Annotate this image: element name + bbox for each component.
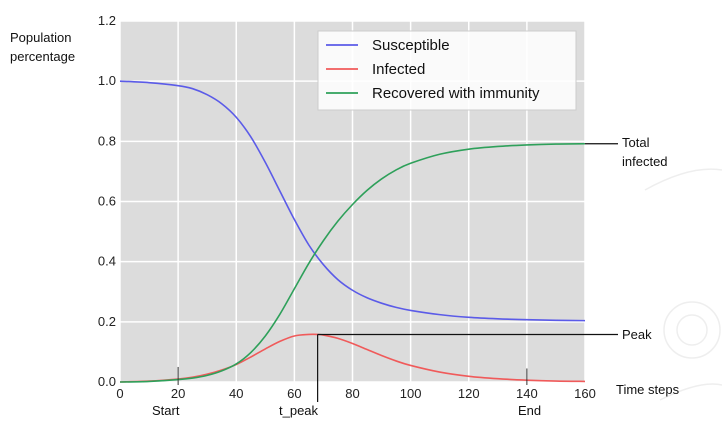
start-label: Start (152, 403, 180, 418)
y-tick-label: 0.0 (98, 374, 116, 389)
x-tick-label: 40 (229, 386, 243, 401)
axis-ticks: 0 20 40 60 80 100 120 140 160 0.0 0.2 0.4 0.6 0.8 1.0 1… (98, 13, 596, 401)
legend-box (317, 30, 577, 111)
legend: Susceptible Infected Recovered with immu… (317, 30, 577, 111)
x-tick-label: 160 (574, 386, 596, 401)
y-tick-label: 1.0 (98, 73, 116, 88)
x-tick-label: 100 (400, 386, 422, 401)
end-label: End (518, 403, 541, 418)
legend-label-susceptible: Susceptible (372, 37, 450, 54)
y-axis-label-line1: Population (10, 30, 71, 45)
total-infected-label-line2: infected (622, 154, 668, 169)
x-tick-label: 0 (116, 386, 123, 401)
peak-label: Peak (622, 327, 652, 342)
legend-label-recovered: Recovered with immunity (372, 85, 540, 102)
series-line-recovered (119, 142, 586, 383)
annotations (177, 143, 618, 402)
x-tick-label: 60 (287, 386, 301, 401)
y-tick-label: 0.8 (98, 133, 116, 148)
y-tick-label: 0.6 (98, 194, 116, 209)
y-tick-label: 0.4 (98, 254, 116, 269)
background-decoration (644, 168, 722, 401)
x-tick-label: 80 (345, 386, 359, 401)
x-tick-label: 140 (516, 386, 538, 401)
legend-label-infected: Infected (372, 61, 425, 78)
series-line-susceptible (119, 80, 586, 322)
x-tick-label: 20 (171, 386, 185, 401)
x-axis-label: Time steps (616, 382, 680, 397)
y-axis-label-line2: percentage (10, 49, 75, 64)
x-tick-label: 120 (458, 386, 480, 401)
y-tick-label: 1.2 (98, 13, 116, 28)
t-peak-label: t_peak (279, 403, 319, 418)
y-tick-label: 0.2 (98, 314, 116, 329)
total-infected-label-line1: Total (622, 135, 650, 150)
